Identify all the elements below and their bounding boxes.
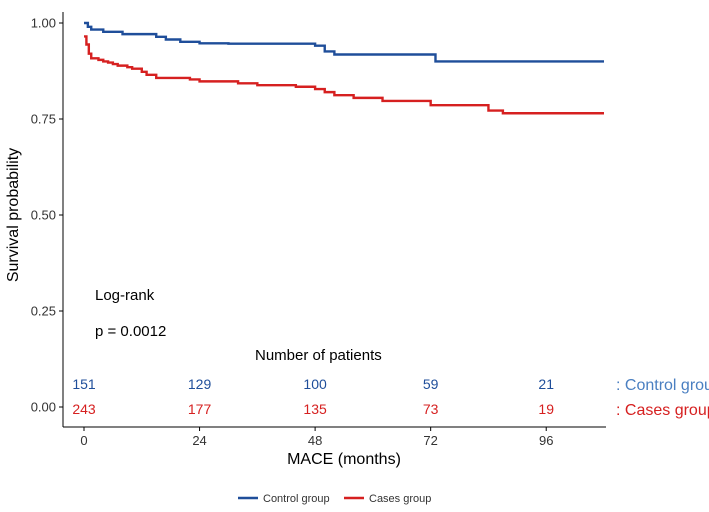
y-tick-label: 0.75 bbox=[31, 112, 56, 127]
risk-count: 151 bbox=[72, 376, 96, 392]
y-tick-label: 0.25 bbox=[31, 304, 56, 319]
legend-label: Cases group bbox=[369, 493, 431, 505]
y-tick-label: 1.00 bbox=[31, 16, 56, 31]
risk-count: 243 bbox=[72, 401, 96, 417]
risk-count: 59 bbox=[423, 376, 439, 392]
risk-count: 129 bbox=[188, 376, 212, 392]
logrank-label: Log-rank bbox=[95, 287, 155, 304]
y-axis-title: Survival probability bbox=[5, 148, 22, 282]
ticks: 0.00 0.25 0.50 0.75 1.00 0 24 48 72 96 bbox=[31, 16, 554, 449]
risk-count: 177 bbox=[188, 401, 212, 417]
risk-row-label: : Cases group bbox=[616, 402, 709, 419]
risk-row-label: : Control group bbox=[616, 377, 709, 394]
y-tick-label: 0.00 bbox=[31, 400, 56, 415]
x-tick-label: 96 bbox=[539, 433, 553, 448]
risk-count: 100 bbox=[303, 376, 327, 392]
axes bbox=[62, 12, 606, 428]
survival-curve-cases-group bbox=[84, 35, 604, 115]
risk-count: 73 bbox=[423, 401, 439, 417]
series bbox=[84, 21, 604, 115]
risk-table-title: Number of patients bbox=[255, 347, 382, 364]
risk-table: 151 129 100 59 21 : Control group 243 177 135 73 1… bbox=[72, 376, 709, 419]
risk-count: 135 bbox=[303, 401, 327, 417]
risk-count: 21 bbox=[538, 376, 554, 392]
legend: Control group Cases group bbox=[238, 493, 431, 505]
y-tick-label: 0.50 bbox=[31, 208, 56, 223]
legend-label: Control group bbox=[263, 493, 330, 505]
x-axis-title: MACE (months) bbox=[287, 451, 401, 468]
risk-count: 19 bbox=[538, 401, 554, 417]
x-tick-label: 24 bbox=[192, 433, 206, 448]
survival-curve-control-group bbox=[84, 21, 604, 63]
x-tick-label: 72 bbox=[423, 433, 437, 448]
x-tick-label: 48 bbox=[308, 433, 322, 448]
x-tick-label: 0 bbox=[80, 433, 87, 448]
p-value-label: p = 0.0012 bbox=[95, 323, 166, 340]
